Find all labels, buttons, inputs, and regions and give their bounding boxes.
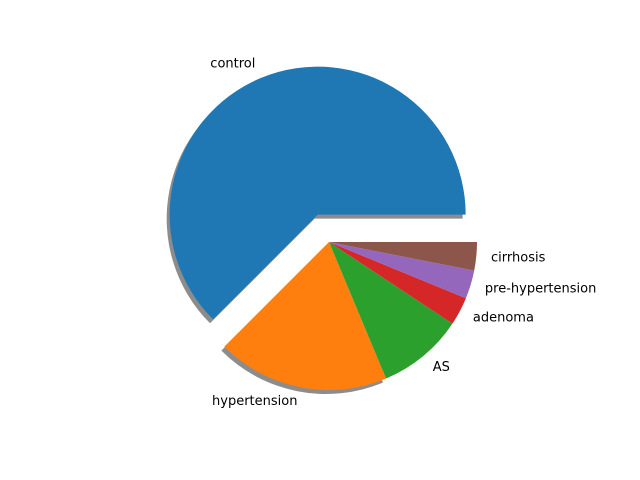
label-pre-hypertension: pre-hypertension: [485, 281, 596, 296]
slice-hypertension: [224, 242, 387, 390]
pie-slices: [169, 66, 477, 390]
slice-control: [169, 66, 466, 320]
label-adenoma: adenoma: [473, 311, 534, 326]
label-control: control: [210, 57, 255, 72]
slice-pre-hypertension: [329, 242, 475, 299]
pie-labels: control hypertension AS adenoma pre-hyperten…: [210, 57, 596, 409]
slice-adenoma: [329, 242, 466, 324]
label-hypertension: hypertension: [212, 394, 297, 409]
slice-as: [329, 242, 453, 379]
label-as: AS: [433, 360, 450, 375]
slice-cirrhosis: [329, 242, 477, 271]
label-cirrhosis: cirrhosis: [491, 250, 546, 265]
